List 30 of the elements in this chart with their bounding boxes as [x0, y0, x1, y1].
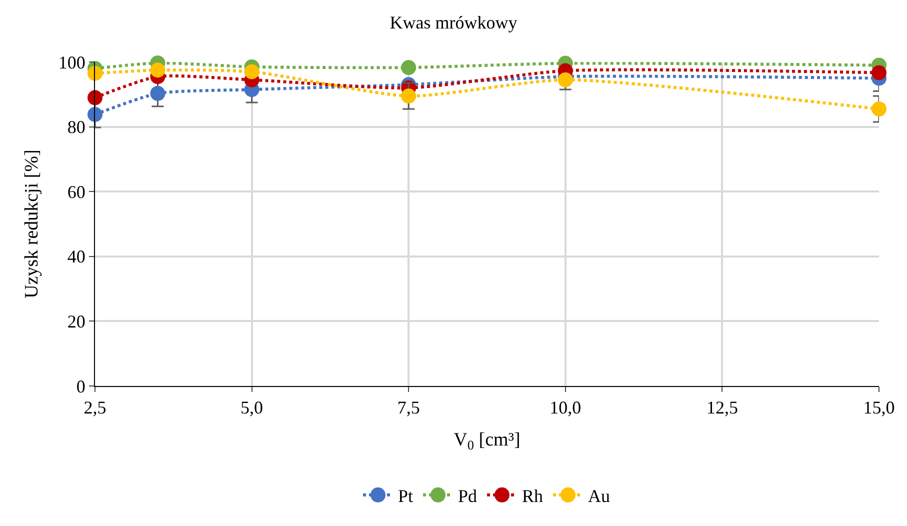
x-tick-label: 15,0	[863, 398, 895, 418]
legend-label: Pd	[458, 486, 478, 506]
y-tick-label: 100	[58, 52, 86, 72]
point	[88, 90, 102, 106]
point	[150, 62, 166, 78]
x-tick-label: 7,5	[397, 398, 420, 418]
x-axis-title: V$_{0}$ [cm³]	[454, 429, 520, 452]
y-axis-title: Uzysk redukcji [%]	[21, 150, 42, 298]
y-tick-label: 0	[76, 376, 86, 396]
y-tick-label: 40	[67, 246, 86, 267]
point	[872, 101, 886, 116]
x-tick-label: 2,5	[84, 398, 106, 418]
x-tick-label: 12,5	[706, 398, 738, 418]
point	[401, 88, 416, 104]
point	[401, 60, 416, 76]
legend-label: Pt	[398, 486, 414, 506]
y-tick-label: 80	[67, 117, 86, 138]
point	[872, 65, 886, 80]
x-tick-label: 10,0	[550, 398, 582, 418]
legend-label: Au	[588, 486, 610, 506]
point	[88, 106, 102, 122]
point	[150, 86, 166, 101]
y-tick-label: 60	[67, 182, 86, 202]
chart-title: Kwas mrówkowy	[390, 12, 518, 32]
point	[88, 66, 102, 81]
x-tick-label: 5,0	[240, 398, 264, 418]
y-tick-label: 20	[67, 312, 86, 332]
legend-label: Rh	[522, 486, 544, 506]
point	[558, 72, 573, 88]
point	[244, 64, 260, 80]
